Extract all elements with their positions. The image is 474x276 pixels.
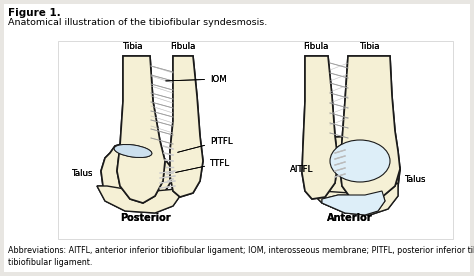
Bar xyxy=(58,41,453,239)
Ellipse shape xyxy=(330,140,390,182)
Polygon shape xyxy=(117,56,165,203)
Polygon shape xyxy=(308,183,398,215)
Text: Abbreviations: AITFL, anterior inferior tibiofibular ligament; IOM, interosseous: Abbreviations: AITFL, anterior inferior … xyxy=(8,246,474,267)
Text: Figure 1.: Figure 1. xyxy=(8,8,61,18)
Polygon shape xyxy=(303,136,400,208)
Text: PITFL: PITFL xyxy=(178,137,233,152)
Text: Talus: Talus xyxy=(72,169,93,177)
Ellipse shape xyxy=(330,140,390,182)
Text: Anterior: Anterior xyxy=(327,213,373,223)
Polygon shape xyxy=(322,191,385,215)
Polygon shape xyxy=(101,143,170,205)
Text: Fibula: Fibula xyxy=(170,42,196,51)
Text: Tibia: Tibia xyxy=(360,42,380,51)
Text: AITFL: AITFL xyxy=(290,164,313,174)
Text: IOM: IOM xyxy=(166,75,227,84)
Text: Anterior: Anterior xyxy=(327,213,373,223)
Text: Tibia: Tibia xyxy=(360,42,380,51)
Text: Posterior: Posterior xyxy=(120,213,170,223)
Text: Talus: Talus xyxy=(405,174,427,184)
Text: TTFL: TTFL xyxy=(176,158,230,172)
Text: Tibia: Tibia xyxy=(123,42,143,51)
Polygon shape xyxy=(303,136,400,208)
Polygon shape xyxy=(117,56,165,203)
Text: Talus: Talus xyxy=(72,169,93,177)
Polygon shape xyxy=(340,56,400,201)
Text: TTFL: TTFL xyxy=(176,158,230,172)
Text: Fibula: Fibula xyxy=(170,42,196,51)
Polygon shape xyxy=(170,56,203,197)
Polygon shape xyxy=(101,143,170,205)
Polygon shape xyxy=(302,56,338,199)
Text: PITFL: PITFL xyxy=(178,137,233,152)
Polygon shape xyxy=(302,56,338,199)
Text: Tibia: Tibia xyxy=(123,42,143,51)
Text: Fibula: Fibula xyxy=(303,42,328,51)
Polygon shape xyxy=(322,191,385,215)
Polygon shape xyxy=(340,56,400,201)
Text: Posterior: Posterior xyxy=(120,213,170,223)
Text: Fibula: Fibula xyxy=(303,42,328,51)
Ellipse shape xyxy=(114,145,152,158)
Text: Talus: Talus xyxy=(405,174,427,184)
Polygon shape xyxy=(97,186,180,213)
Text: IOM: IOM xyxy=(166,75,227,84)
Polygon shape xyxy=(170,56,203,197)
Polygon shape xyxy=(308,183,398,215)
Text: AITFL: AITFL xyxy=(290,164,313,174)
Ellipse shape xyxy=(114,145,152,158)
Text: Anatomical illustration of the tibiofibular syndesmosis.: Anatomical illustration of the tibiofibu… xyxy=(8,18,267,27)
Polygon shape xyxy=(97,186,180,213)
